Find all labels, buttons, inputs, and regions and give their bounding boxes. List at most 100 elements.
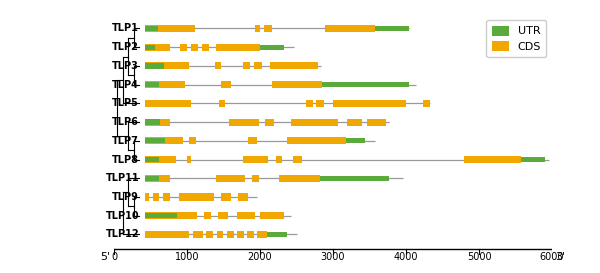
Bar <box>260 44 284 50</box>
Bar <box>145 118 170 126</box>
Text: TLP11: TLP11 <box>106 173 139 183</box>
Bar <box>145 100 191 107</box>
Bar <box>247 231 254 238</box>
Bar <box>145 120 160 125</box>
Text: TLP3: TLP3 <box>112 61 139 71</box>
Bar <box>260 212 270 219</box>
Text: 3': 3' <box>556 252 566 262</box>
Text: 3000: 3000 <box>321 252 345 262</box>
Bar <box>320 176 389 181</box>
Bar <box>219 100 226 107</box>
Bar <box>180 44 187 51</box>
Bar <box>163 194 170 201</box>
Bar <box>187 156 191 163</box>
Bar <box>243 156 268 163</box>
Bar <box>145 212 197 219</box>
Bar <box>179 194 214 201</box>
Bar <box>145 231 188 238</box>
Bar <box>257 231 267 238</box>
Bar <box>267 232 287 237</box>
Text: 6000: 6000 <box>540 252 564 262</box>
Bar <box>145 175 170 182</box>
Bar <box>238 194 248 201</box>
Bar <box>145 156 176 163</box>
Text: TLP10: TLP10 <box>106 211 139 221</box>
Text: 5': 5' <box>100 252 110 262</box>
Text: TLP12: TLP12 <box>106 230 139 239</box>
Text: 5000: 5000 <box>467 252 491 262</box>
Bar <box>229 118 259 126</box>
Bar <box>145 137 182 144</box>
Bar <box>190 137 196 144</box>
Bar <box>272 81 322 88</box>
Bar <box>237 231 244 238</box>
Bar <box>145 62 188 70</box>
Bar <box>376 26 409 31</box>
Bar <box>237 212 255 219</box>
Bar <box>423 100 430 107</box>
Bar <box>216 175 245 182</box>
Bar <box>221 194 231 201</box>
Bar <box>521 157 545 162</box>
Bar <box>145 44 170 51</box>
Bar <box>243 62 250 70</box>
Text: TLP8: TLP8 <box>112 155 139 165</box>
Text: 2000: 2000 <box>248 252 272 262</box>
Bar <box>306 100 313 107</box>
Bar <box>464 156 521 163</box>
Text: TLP7: TLP7 <box>112 136 139 146</box>
Bar <box>145 25 196 32</box>
Bar <box>227 231 233 238</box>
Text: TLP4: TLP4 <box>112 80 139 90</box>
Bar <box>270 62 318 70</box>
Bar <box>325 25 376 32</box>
Bar <box>218 212 228 219</box>
Bar <box>145 157 160 162</box>
Text: 1000: 1000 <box>175 252 199 262</box>
Bar <box>202 44 209 51</box>
Bar <box>193 231 203 238</box>
Bar <box>145 176 160 181</box>
Text: TLP1: TLP1 <box>112 23 139 34</box>
Text: TLP6: TLP6 <box>112 117 139 127</box>
Bar <box>264 25 272 32</box>
Bar <box>367 118 386 126</box>
Bar <box>316 100 324 107</box>
Bar <box>279 175 320 182</box>
Text: 4000: 4000 <box>394 252 418 262</box>
Bar <box>145 138 165 143</box>
Bar <box>287 137 346 144</box>
Text: 0: 0 <box>111 252 117 262</box>
Bar <box>334 100 406 107</box>
Bar <box>347 118 362 126</box>
Bar <box>346 138 365 143</box>
Legend: UTR, CDS: UTR, CDS <box>487 20 547 57</box>
Bar <box>216 44 260 51</box>
Bar <box>203 212 211 219</box>
Text: TLP5: TLP5 <box>112 98 139 108</box>
Bar <box>290 118 338 126</box>
Bar <box>254 25 260 32</box>
Bar <box>145 194 149 201</box>
Bar <box>248 137 257 144</box>
Bar <box>252 175 259 182</box>
Bar <box>217 231 223 238</box>
Bar <box>145 44 155 50</box>
Bar <box>254 62 262 70</box>
Bar <box>145 26 158 31</box>
Bar <box>145 82 160 87</box>
Bar <box>145 63 164 69</box>
Bar <box>275 156 283 163</box>
Bar <box>153 194 160 201</box>
Bar <box>206 231 213 238</box>
Bar <box>265 118 274 126</box>
Bar <box>145 213 177 218</box>
Bar <box>191 44 197 51</box>
Bar <box>215 62 221 70</box>
Text: TLP9: TLP9 <box>112 192 139 202</box>
Bar <box>293 156 302 163</box>
Bar <box>221 81 232 88</box>
Bar <box>270 212 284 219</box>
Bar <box>145 81 185 88</box>
Bar <box>322 82 409 87</box>
